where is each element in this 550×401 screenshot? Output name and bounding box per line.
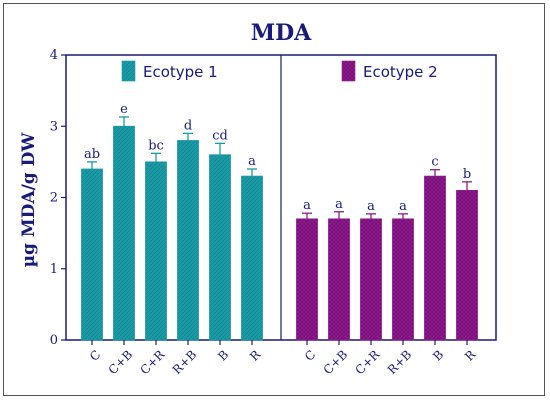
x-category-label: C <box>87 347 103 363</box>
x-category-label: C+R <box>137 347 168 378</box>
x-category-label: B <box>430 347 446 363</box>
legend: Ecotype 1 Ecotype 2 <box>121 60 438 82</box>
significance-letter: a <box>303 198 311 213</box>
legend-label: Ecotype 2 <box>363 63 438 81</box>
x-category-label: R+B <box>385 347 415 377</box>
chart-title: MDA <box>251 20 312 46</box>
y-tick-label: 4 <box>50 48 58 63</box>
bar <box>177 140 199 341</box>
x-category-label: R <box>462 347 479 364</box>
bar <box>360 218 382 341</box>
significance-letter: b <box>463 167 471 182</box>
significance-letter: bc <box>148 138 164 153</box>
bar <box>424 175 446 341</box>
x-axis: C C+B C+R R+B B R C C+B C+R R+B B R <box>87 340 479 377</box>
bar <box>392 218 414 341</box>
bar <box>456 189 478 341</box>
bar <box>81 168 103 341</box>
significance-letter: ab <box>84 147 100 162</box>
significance-letter: e <box>120 102 128 117</box>
bar <box>241 175 263 341</box>
y-tick-label: 3 <box>50 119 58 134</box>
legend-swatch <box>341 60 356 82</box>
y-tick-label: 1 <box>50 262 58 277</box>
y-axis: 0 1 2 3 4 <box>50 48 66 348</box>
x-category-label: C+B <box>321 347 351 377</box>
legend-label: Ecotype 1 <box>143 63 218 81</box>
y-tick-label: 0 <box>50 333 58 348</box>
x-category-label: C+R <box>352 347 383 378</box>
x-category-label: R+B <box>170 347 200 377</box>
x-category-label: B <box>215 347 231 363</box>
significance-letter: c <box>431 155 438 170</box>
significance-letter: a <box>335 197 343 212</box>
bar <box>328 218 350 341</box>
legend-swatch <box>121 60 136 82</box>
significance-letter: cd <box>212 128 228 143</box>
bar <box>209 154 231 341</box>
x-category-label: C <box>302 347 318 363</box>
bar <box>113 125 135 341</box>
significance-letter: d <box>184 118 192 133</box>
y-axis-label: µg MDA/g DW <box>19 132 39 268</box>
x-category-label: R <box>247 347 264 364</box>
significance-letter: a <box>248 154 256 169</box>
y-tick-label: 2 <box>50 191 58 206</box>
significance-letter: a <box>399 199 407 214</box>
bars: ab e bc d cd a a a a a c b <box>81 102 478 341</box>
bar <box>145 161 167 341</box>
bar <box>296 218 318 341</box>
significance-letter: a <box>367 199 375 214</box>
x-category-label: C+B <box>106 347 136 377</box>
